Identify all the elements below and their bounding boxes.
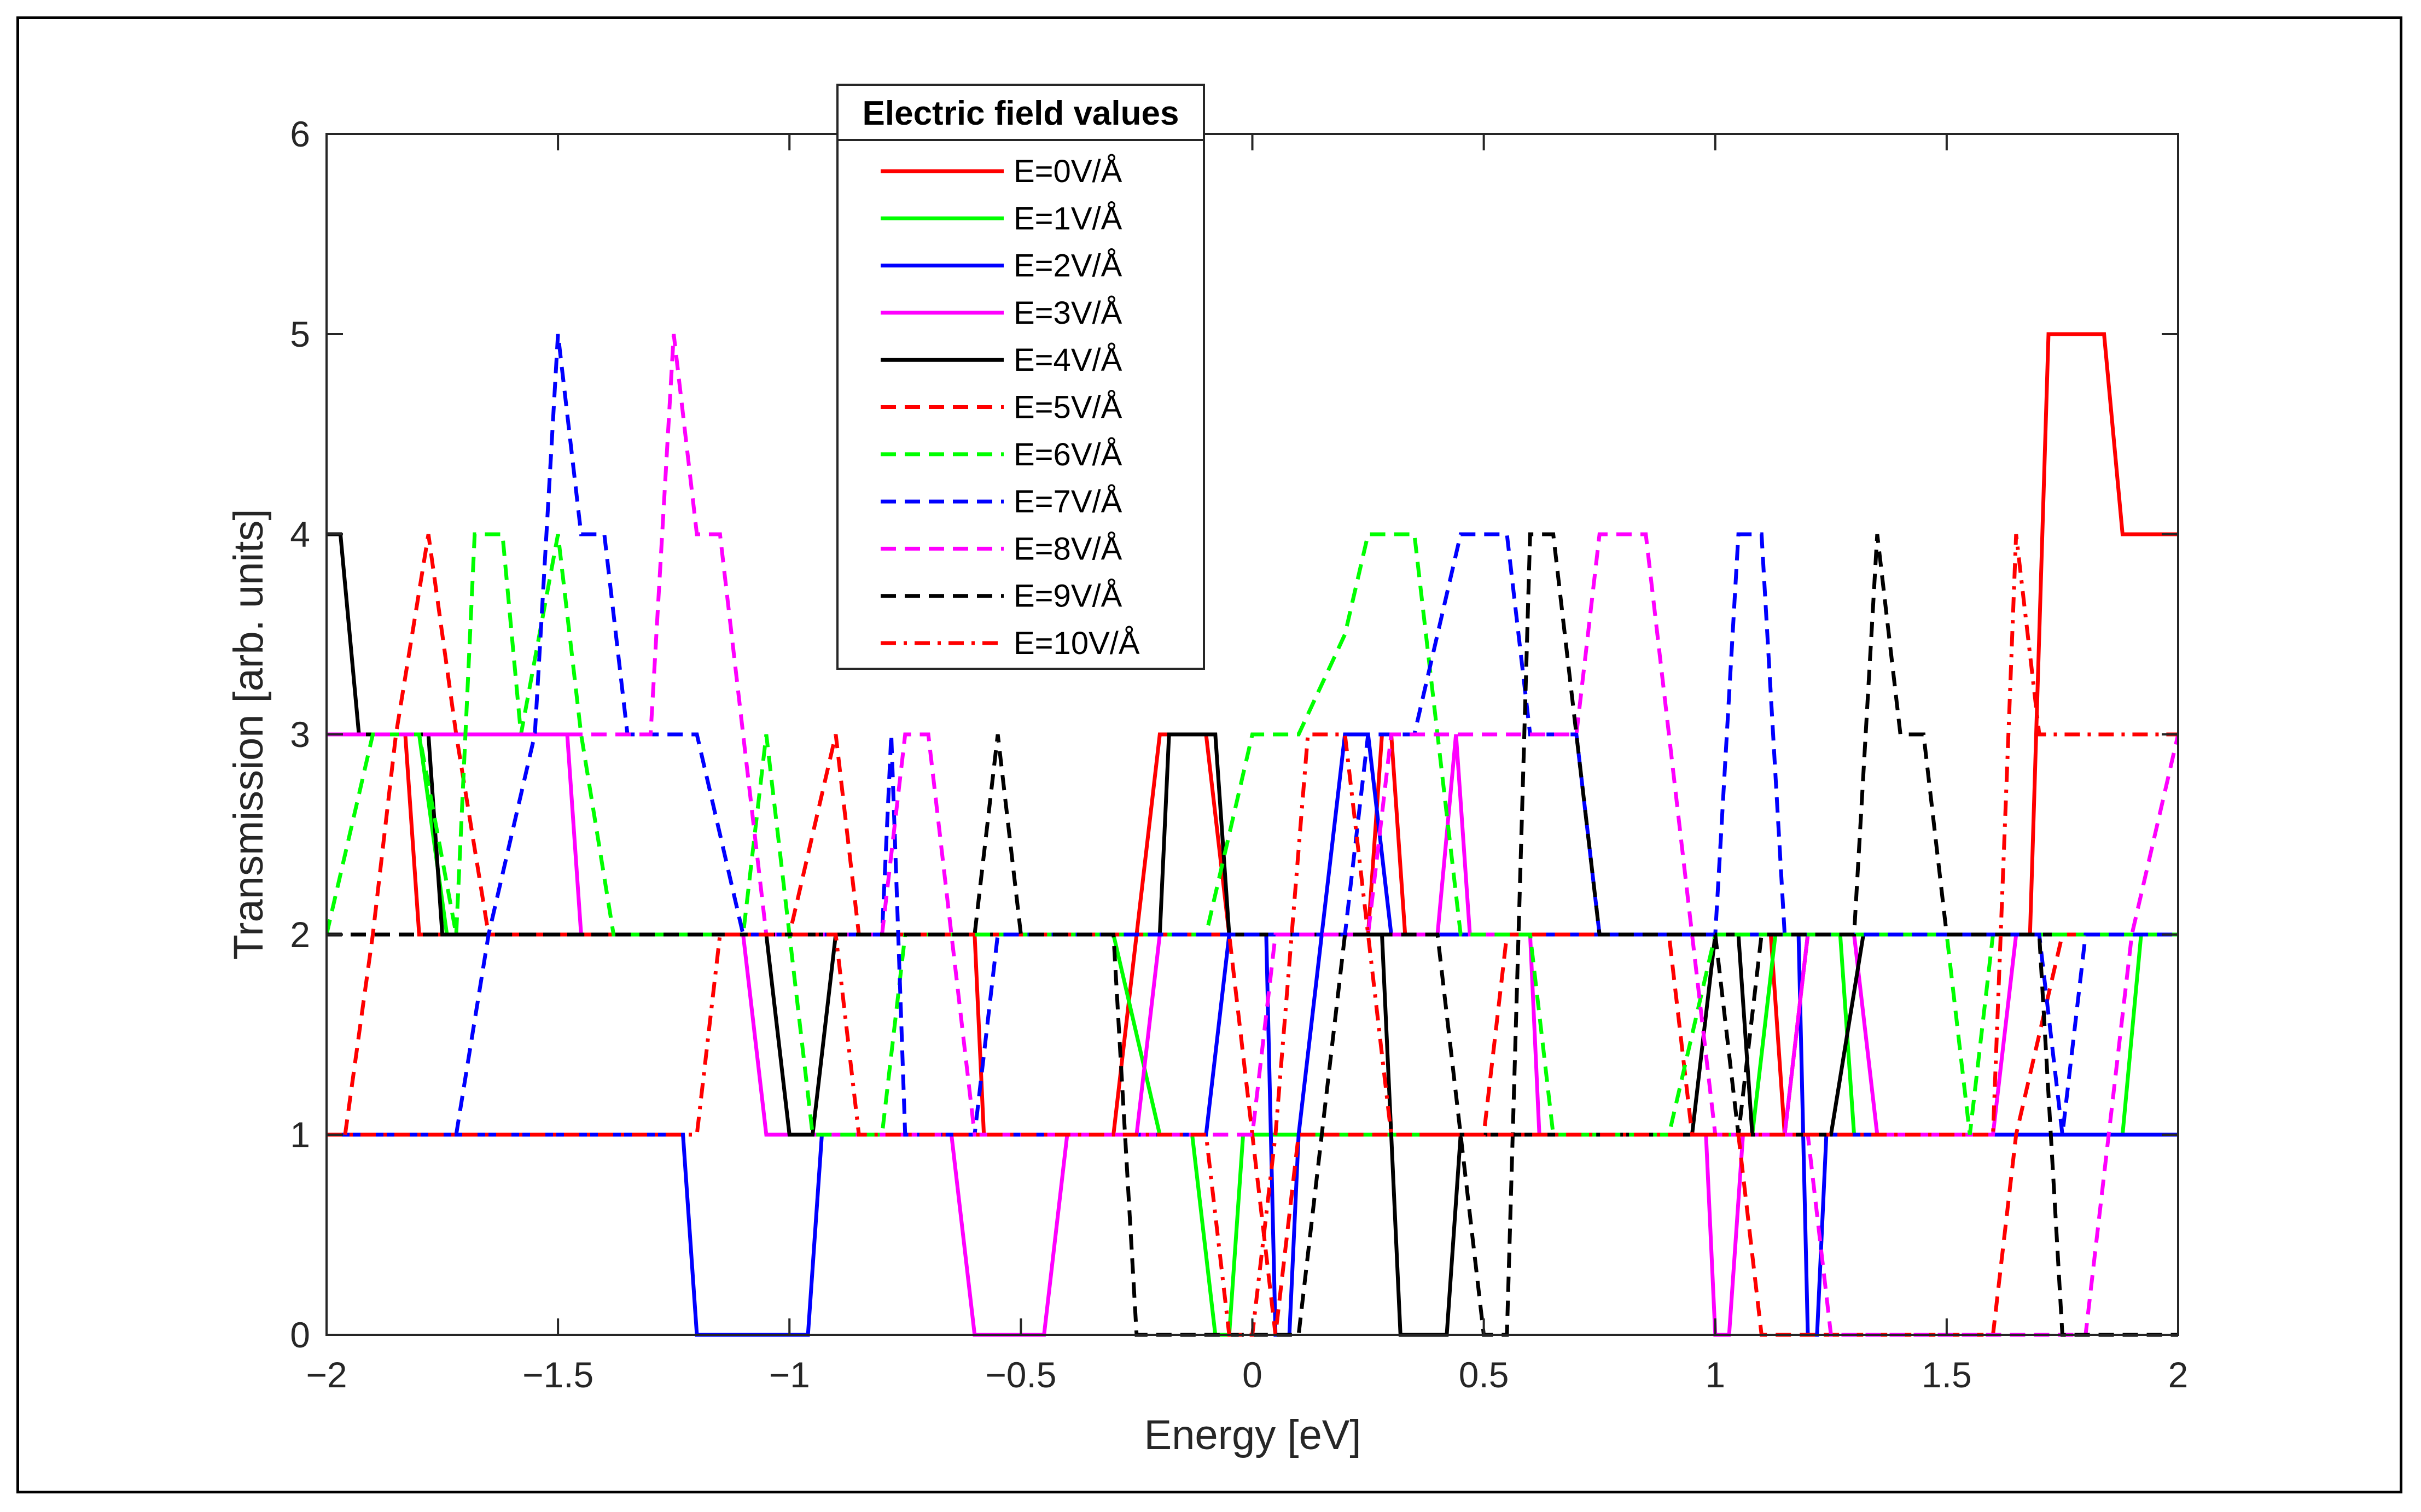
- x-tick-label: −0.5: [985, 1355, 1056, 1395]
- legend: Electric field values E=0V/Å E=1V/Å E=2V/Å…: [836, 84, 1205, 670]
- legend-label-1: E=1V/Å: [1014, 201, 1122, 236]
- legend-label-0: E=0V/Å: [1014, 154, 1122, 189]
- series-line-6: [327, 532, 2178, 1137]
- x-tick-label: 0: [1242, 1355, 1262, 1395]
- legend-label-2: E=2V/Å: [1014, 248, 1122, 284]
- series-line-8: [327, 334, 2178, 1337]
- series-line-9: [327, 532, 2178, 1337]
- x-tick-label: −2: [306, 1355, 347, 1395]
- x-axis-title: Energy [eV]: [1144, 1412, 1361, 1458]
- legend-entries: E=0V/Å E=1V/Å E=2V/Å E=3V/Å E=4V/Å E=5V/Å E=6V…: [881, 154, 1140, 661]
- series-line-0: [327, 332, 2178, 1137]
- y-tick-label: 6: [290, 114, 310, 154]
- y-tick-label: 0: [290, 1315, 310, 1355]
- x-tick-label: −1.5: [522, 1355, 593, 1395]
- y-tick-label: 1: [290, 1114, 310, 1155]
- legend-label-4: E=4V/Å: [1014, 342, 1122, 378]
- series-line-1: [327, 732, 2178, 1337]
- series-layer: [327, 332, 2178, 1337]
- y-axis-title: Transmission [arb. units]: [225, 509, 272, 960]
- series-line-10: [327, 534, 2178, 1337]
- legend-label-9: E=9V/Å: [1014, 579, 1122, 614]
- x-tick-label: 1: [1705, 1355, 1725, 1395]
- x-tick-label: 2: [2168, 1355, 2189, 1395]
- legend-label-5: E=5V/Å: [1014, 390, 1122, 425]
- x-tick-label: 0.5: [1459, 1355, 1509, 1395]
- legend-label-10: E=10V/Å: [1014, 626, 1140, 661]
- series-line-2: [327, 732, 2178, 1337]
- y-tick-label: 2: [290, 914, 310, 955]
- y-tick-label: 5: [290, 314, 310, 354]
- y-tick-label: 3: [290, 714, 310, 755]
- legend-label-8: E=8V/Å: [1014, 531, 1122, 567]
- legend-label-6: E=6V/Å: [1014, 437, 1122, 472]
- x-tick-label: 1.5: [1922, 1355, 1972, 1395]
- series-line-3: [327, 732, 2178, 1337]
- series-line-7: [454, 334, 2178, 1137]
- x-tick-label: −1: [769, 1355, 810, 1395]
- legend-box: [836, 84, 1205, 670]
- y-tick-label: 4: [290, 514, 310, 554]
- legend-label-3: E=3V/Å: [1014, 295, 1122, 331]
- legend-title: Electric field values: [863, 95, 1179, 132]
- legend-label-7: E=7V/Å: [1014, 484, 1122, 519]
- tick-layer: −2 −1.5 −1 −0.5 0 0.5 1 1.5 2 0 1 2 3 4 5 6: [290, 114, 2188, 1395]
